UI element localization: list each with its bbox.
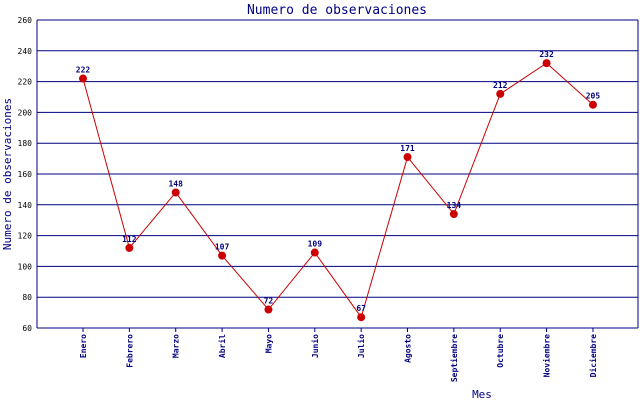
y-tick-label: 200 [18,108,33,117]
data-point [588,100,597,109]
axes [36,20,639,329]
x-axis-label: Mes [472,388,492,400]
data-point [264,305,273,314]
chart-title: Numero de observaciones [247,3,427,18]
data-label: 222 [76,66,91,75]
data-point [171,188,180,197]
y-tick-label: 140 [18,201,33,210]
data-point [79,74,87,83]
data-point [218,251,227,260]
y-tick-labels: 60 80 100 120 140 160 180 200 220 240 260 [18,16,33,333]
y-tick-label: 60 [22,324,32,333]
x-tick-label: Diciembre [588,334,598,378]
y-tick-label: 160 [18,170,33,179]
data-label: 109 [308,240,323,249]
y-axis-label: Numero de observaciones [1,98,14,250]
data-point [125,243,134,252]
data-label: 212 [493,81,508,90]
y-tick-label: 240 [18,47,33,56]
x-tick-label: Marzo [172,334,181,358]
y-tick-label: 120 [18,232,33,241]
data-point [357,313,366,322]
data-label: 134 [447,201,462,210]
data-label: 67 [356,304,366,313]
data-point [496,89,505,98]
series-line [82,62,594,319]
y-tick-label: 180 [18,139,33,148]
y-tick-label: 80 [22,293,32,302]
x-tick-label: Noviembre [542,334,552,378]
data-label: 107 [215,243,230,252]
x-tick-label: Enero [79,334,88,358]
data-label: 205 [586,92,601,101]
y-tick-label: 260 [18,16,33,25]
x-tick-label: Febrero [125,334,134,368]
x-tick-labels: Enero Febrero Marzo Abril Mayo Junio Julio Agos… [79,328,598,382]
grid-lines [37,19,638,329]
x-tick-label: Septiembre [449,334,459,382]
x-tick-label: Octubre [496,334,505,368]
y-tick-label: 220 [18,78,33,87]
data-label: 112 [122,235,137,244]
data-label: 148 [168,179,183,188]
data-label: 171 [400,144,415,153]
data-label: 232 [539,50,554,59]
data-markers [79,59,597,322]
x-tick-label: Junio [310,334,320,358]
x-tick-label: Mayo [264,334,273,353]
x-tick-label: Agosto [404,334,413,363]
data-labels: 222 112 148 107 72 109 67 171 134 212 232 205 [76,50,601,313]
series-line-group [82,62,594,319]
x-tick-label: Abril [217,334,227,358]
data-point [310,248,319,257]
data-label: 72 [264,297,274,306]
y-tick-label: 100 [18,262,33,271]
data-point [449,210,458,219]
data-point [403,153,412,162]
x-tick-label: Julio [356,334,366,358]
data-point [542,59,551,68]
